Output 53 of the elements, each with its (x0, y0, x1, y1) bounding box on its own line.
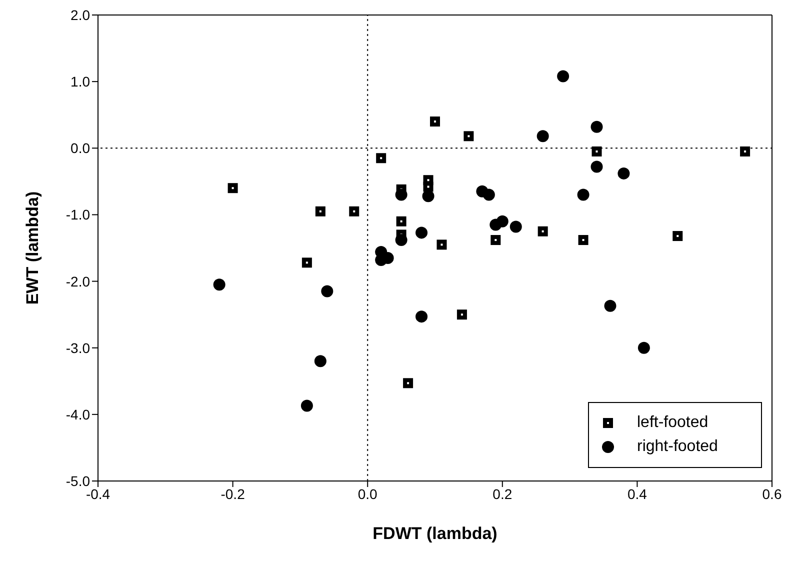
x-tick-label: 0.6 (762, 486, 782, 502)
point (590, 160, 603, 173)
point (740, 146, 750, 156)
point (590, 120, 603, 133)
point (618, 167, 630, 180)
legend-label: right-footed (637, 437, 718, 457)
x-tick-label: -0.2 (220, 486, 246, 502)
y-tick-label: 2.0 (70, 6, 90, 23)
point (557, 70, 570, 82)
point (456, 310, 467, 320)
point (464, 131, 474, 142)
point (538, 226, 548, 236)
point (349, 206, 360, 216)
point (672, 231, 683, 242)
point (422, 190, 434, 202)
point (482, 188, 495, 201)
point (638, 342, 650, 354)
y-tick-label: -2.0 (66, 273, 90, 290)
point (228, 183, 238, 194)
y-tick-label: 1.0 (70, 74, 90, 90)
y-tick-label: -3.0 (66, 340, 90, 356)
point (604, 300, 616, 312)
x-tick-label: 0.4 (627, 486, 648, 502)
point (578, 235, 588, 246)
x-tick-label: 0.2 (492, 486, 512, 502)
point (430, 116, 440, 127)
point (396, 216, 406, 226)
point (315, 206, 326, 216)
point (436, 240, 447, 250)
point (395, 188, 408, 201)
point (395, 234, 408, 246)
point (416, 310, 428, 323)
point (403, 378, 414, 388)
point (496, 215, 508, 228)
point (376, 153, 386, 164)
point (577, 188, 590, 201)
point (536, 130, 549, 142)
point (592, 146, 602, 156)
point (213, 278, 226, 291)
point (314, 355, 326, 368)
point (321, 285, 334, 298)
y-axis-title: EWT (lambda) (23, 191, 42, 305)
point (300, 400, 313, 412)
y-tick-label: -1.0 (66, 206, 90, 223)
y-tick-label: -4.0 (66, 406, 90, 422)
x-tick-label: 0.0 (358, 486, 378, 502)
point (490, 235, 501, 246)
y-tick-label: 0.0 (70, 140, 90, 156)
point (416, 226, 428, 239)
x-axis-title: FDWT (lambda) (372, 524, 498, 543)
point (510, 220, 522, 233)
point (302, 258, 312, 268)
legend-label: left-footed (637, 413, 708, 433)
